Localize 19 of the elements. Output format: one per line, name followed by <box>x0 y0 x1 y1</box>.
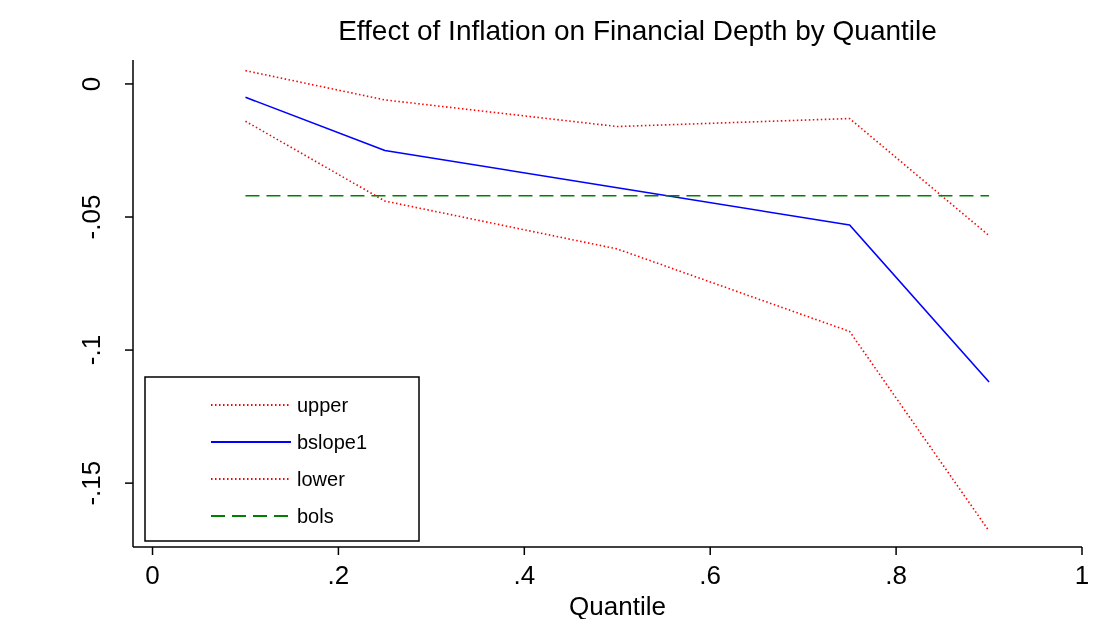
y-tick-label: -.05 <box>76 194 106 240</box>
x-tick-label: .8 <box>885 560 907 590</box>
line-series <box>244 69 990 237</box>
y-tick-label: -.1 <box>76 334 106 366</box>
legend-label: lower <box>297 468 346 490</box>
legend-label: bols <box>297 505 334 527</box>
legend-label: bslope1 <box>297 431 368 453</box>
y-tick-label: -.15 <box>76 460 106 506</box>
x-tick-label: 1 <box>1074 560 1090 590</box>
y-tick-label: 0 <box>76 76 106 92</box>
x-tick-label: .6 <box>699 560 722 590</box>
line-series <box>244 120 990 532</box>
legend-label: upper <box>297 394 349 416</box>
x-tick-label: 0 <box>145 560 160 590</box>
x-tick-label: .2 <box>327 560 350 590</box>
x-tick-label: .4 <box>513 560 536 590</box>
line-series <box>244 96 990 383</box>
chart-title: Effect of Inflation on Financial Depth by Quantile <box>338 15 937 46</box>
x-axis-title: Quantile <box>569 591 666 619</box>
